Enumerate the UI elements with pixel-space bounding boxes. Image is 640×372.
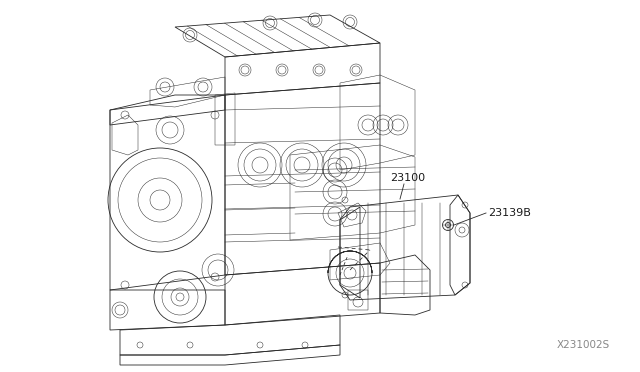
Text: X231002S: X231002S [557, 340, 610, 350]
Text: 23100: 23100 [390, 173, 425, 183]
Text: 23139B: 23139B [488, 208, 531, 218]
